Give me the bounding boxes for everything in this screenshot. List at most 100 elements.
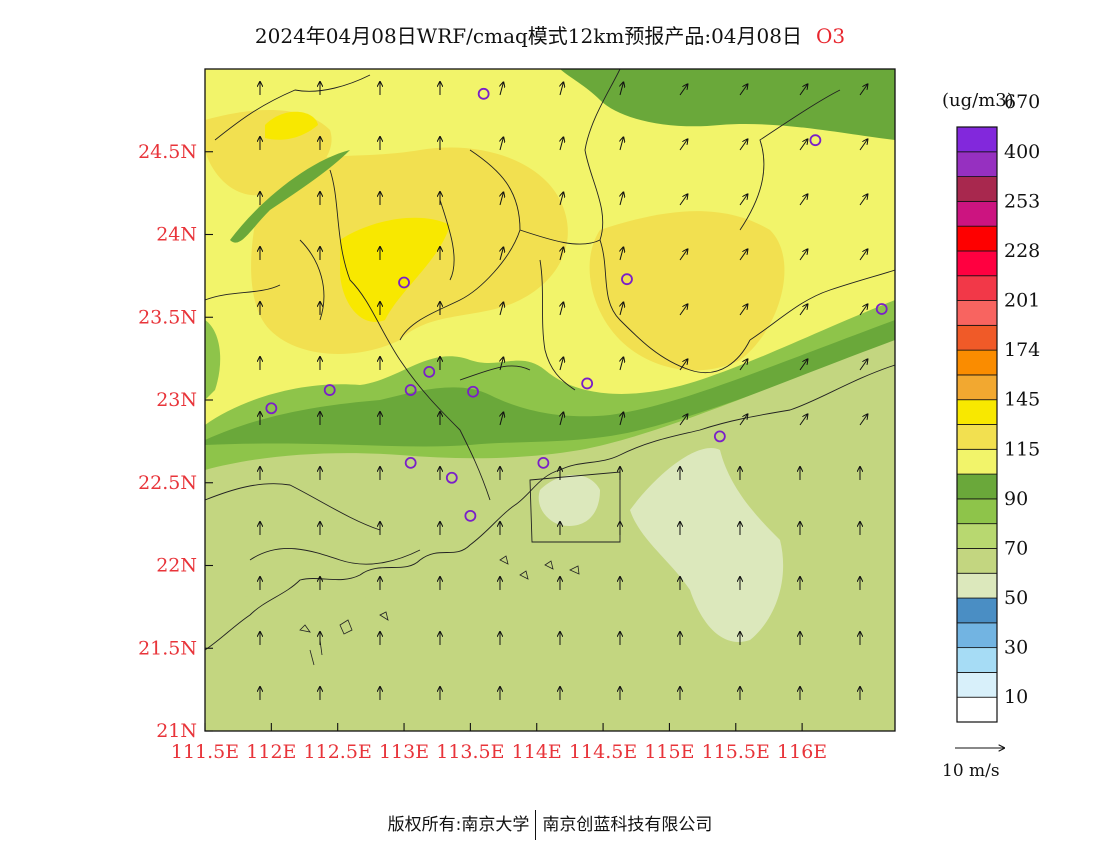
- wind-arrow: [500, 192, 503, 206]
- wind-arrow: [859, 414, 867, 426]
- monitoring-stations: [265, 87, 888, 522]
- lon-tick-label: 111.5E: [171, 741, 239, 763]
- wind-arrow: [500, 137, 503, 151]
- legend-swatch: [956, 275, 998, 301]
- lon-tick-label: 112E: [246, 741, 296, 763]
- footer-divider: [535, 810, 537, 840]
- legend-swatch: [956, 696, 998, 723]
- legend-swatch: [956, 399, 998, 425]
- wind-scale-label: 10 m/s: [942, 761, 1000, 781]
- legend-swatch: [956, 572, 998, 599]
- map-title: 2024年04月08日WRF/cmaq模式12km预报产品:04月08日 O3: [0, 20, 1100, 49]
- latitude-axis: 21N 21.5N 22N 22.5N 23N 23.5N 24N 24.5N: [138, 141, 213, 742]
- legend-swatch: [956, 374, 998, 401]
- wind-arrow: [560, 192, 563, 206]
- legend-label: 115: [1004, 438, 1040, 460]
- station-marker: [477, 87, 490, 100]
- wind-arrow: [799, 139, 807, 151]
- legend-label: 30: [1004, 637, 1028, 659]
- lon-tick-label: 114E: [512, 741, 562, 763]
- wind-arrow: [859, 139, 867, 151]
- wind-arrow: [799, 249, 807, 261]
- legend-swatch: [956, 200, 998, 227]
- wind-arrow: [500, 302, 503, 316]
- legend-label: 400: [1004, 141, 1040, 163]
- copyright-footer: 版权所有:南京大学 南京创蓝科技有限公司: [0, 810, 1100, 840]
- lat-tick-label: 21.5N: [138, 637, 197, 659]
- station-marker: [423, 365, 436, 378]
- wind-arrow: [560, 357, 563, 371]
- copyright-owner: 版权所有:南京大学: [387, 815, 530, 835]
- wind-arrow: [560, 82, 563, 96]
- concentration-field: [205, 69, 895, 731]
- lat-tick-label: 23.5N: [138, 306, 197, 328]
- station-marker: [467, 385, 479, 398]
- wind-arrow: [799, 359, 807, 371]
- wind-arrow: [739, 414, 747, 426]
- station-marker: [265, 402, 278, 415]
- wind-arrow: [620, 412, 623, 426]
- title-text: 2024年04月08日WRF/cmaq模式12km预报产品:04月08日: [254, 24, 802, 48]
- legend-swatch: [956, 498, 998, 525]
- copyright-company: 南京创蓝科技有限公司: [542, 815, 713, 835]
- legend-swatch: [956, 151, 998, 177]
- station-marker: [445, 471, 458, 484]
- legend-swatch: [956, 349, 998, 376]
- wind-arrow: [500, 247, 503, 261]
- wind-arrow: [500, 82, 503, 96]
- legend-label: 10: [1004, 686, 1028, 708]
- wind-arrow: [679, 304, 687, 316]
- station-marker: [404, 384, 417, 396]
- wind-arrow: [859, 359, 867, 371]
- legend-label: 228: [1004, 240, 1040, 262]
- lat-tick-label: 24.5N: [138, 141, 197, 163]
- wind-arrow: [679, 359, 687, 371]
- wind-arrow: [620, 357, 623, 371]
- legend-swatch: [956, 597, 998, 624]
- wind-arrow: [679, 139, 687, 151]
- legend-label: 145: [1004, 389, 1040, 411]
- wind-arrow: [679, 194, 687, 206]
- legend-swatch: [956, 250, 998, 277]
- lat-tick-label: 22N: [156, 555, 197, 577]
- lon-tick-label: 114.5E: [569, 741, 637, 763]
- wind-arrow: [739, 194, 747, 206]
- legend-label: 201: [1004, 290, 1040, 312]
- wind-arrow: [560, 137, 563, 151]
- legend-swatch: [956, 548, 998, 574]
- lon-tick-label: 113E: [379, 741, 429, 763]
- wind-arrow: [500, 357, 503, 371]
- wind-arrow: [679, 414, 687, 426]
- wind-arrow: [739, 304, 747, 316]
- station-marker: [581, 377, 594, 390]
- legend-label: 70: [1004, 537, 1028, 559]
- legend-swatch: [956, 300, 998, 326]
- wind-arrow: [859, 84, 867, 96]
- lon-tick-label: 113.5E: [436, 741, 504, 763]
- legend-swatch: [956, 473, 998, 500]
- wind-arrow: [620, 247, 623, 261]
- station-marker: [464, 509, 477, 522]
- legend-label: 90: [1004, 488, 1028, 510]
- station-marker: [713, 430, 726, 443]
- station-marker: [875, 303, 888, 315]
- lon-tick-label: 115E: [644, 741, 694, 763]
- legend-swatch: [956, 126, 998, 153]
- wind-arrow: [799, 414, 807, 426]
- legend-swatch: [956, 176, 998, 202]
- wind-arrow: [500, 412, 503, 426]
- lon-tick-label: 112.5E: [304, 741, 372, 763]
- legend-swatch: [956, 523, 998, 549]
- legend-swatch: [956, 448, 998, 475]
- wind-arrow: [799, 84, 807, 96]
- legend-frame: [956, 126, 998, 723]
- wind-arrow: [859, 249, 867, 261]
- lon-tick-label: 116E: [777, 741, 827, 763]
- wind-arrow: [739, 139, 747, 151]
- station-marker: [323, 384, 336, 396]
- wind-arrow: [620, 82, 623, 96]
- lon-tick-label: 115.5E: [702, 741, 770, 763]
- wind-arrow: [620, 302, 623, 316]
- legend-label: 50: [1004, 587, 1028, 609]
